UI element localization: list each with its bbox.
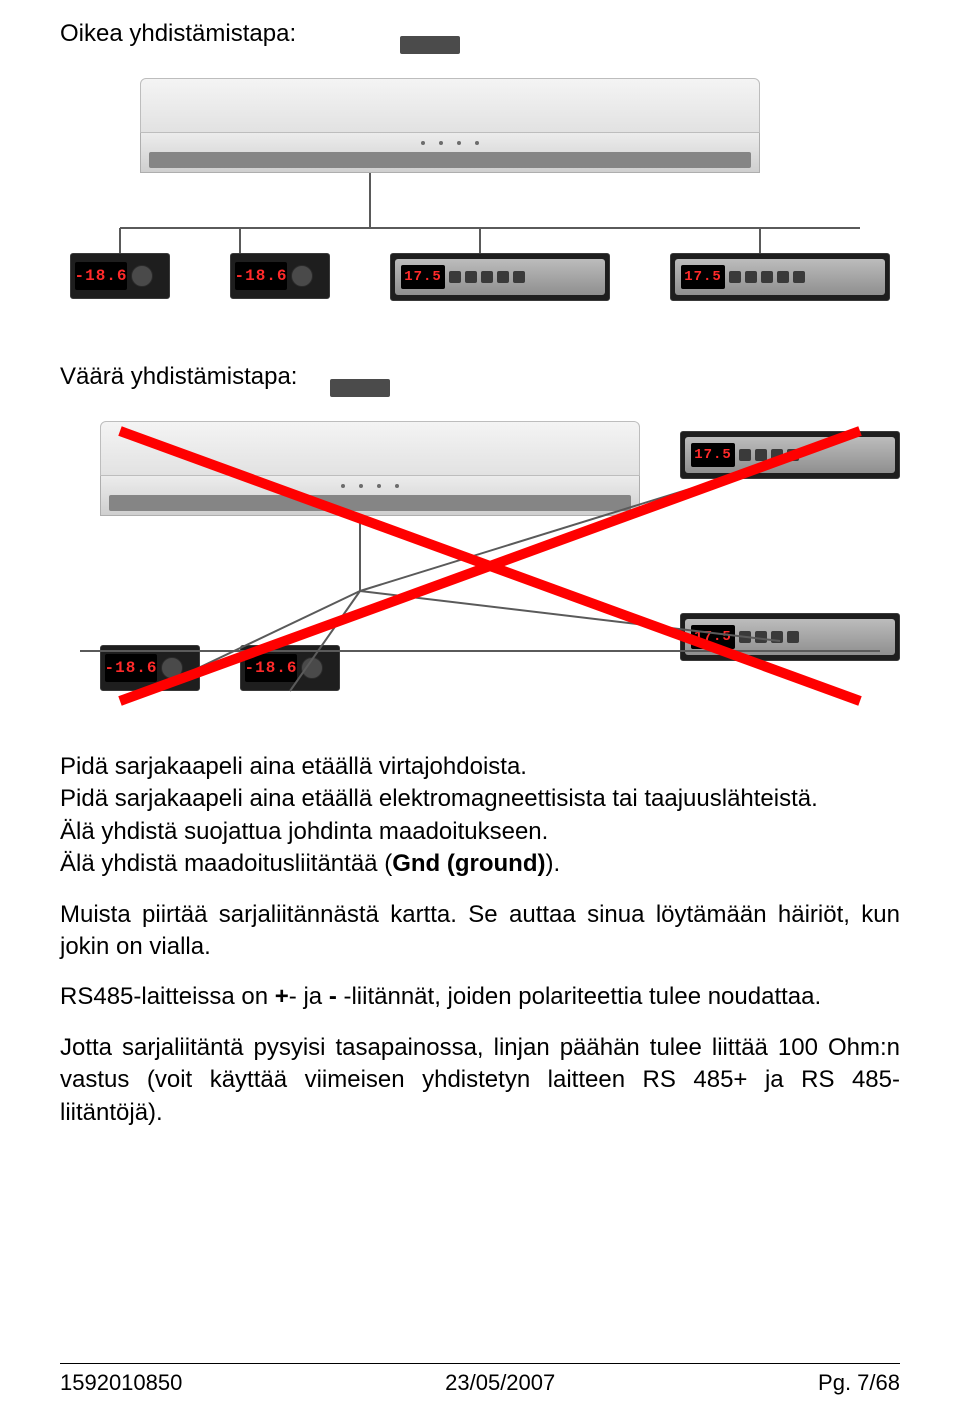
text: Älä yhdistä suojattua johdinta maadoituk… bbox=[60, 818, 548, 845]
display-icon: -18.6 bbox=[75, 262, 127, 290]
button-icon bbox=[449, 271, 461, 283]
button-icon bbox=[755, 449, 767, 461]
heading-wrong: Väärä yhdistämistapa: bbox=[60, 363, 900, 391]
controller-small: -18.6 bbox=[240, 645, 340, 691]
button-icon bbox=[481, 271, 493, 283]
button-icon bbox=[755, 631, 767, 643]
paragraph: Jotta sarjaliitäntä pysyisi tasapainossa… bbox=[60, 1032, 900, 1129]
footer-divider bbox=[60, 1363, 900, 1364]
server-front bbox=[100, 476, 640, 516]
server-unit bbox=[100, 421, 640, 516]
text: -liitännät, joiden polariteettia tulee n… bbox=[337, 983, 821, 1010]
server-led-icon bbox=[341, 484, 399, 488]
controller-large: 17.5 bbox=[680, 431, 900, 479]
panel: 17.5 bbox=[675, 259, 885, 295]
panel: 17.5 bbox=[395, 259, 605, 295]
button-icon bbox=[787, 631, 799, 643]
paragraph: RS485-laitteissa on +- ja - -liitännät, … bbox=[60, 981, 900, 1013]
display-icon: -18.6 bbox=[105, 654, 157, 682]
display-icon: 17.5 bbox=[691, 625, 735, 649]
text: Älä yhdistä maadoitusliitäntää ( bbox=[60, 850, 392, 877]
button-icon bbox=[777, 271, 789, 283]
display-icon: 17.5 bbox=[691, 443, 735, 467]
button-icon bbox=[793, 271, 805, 283]
text: Pidä sarjakaapeli aina etäällä virtajohd… bbox=[60, 753, 527, 780]
controller-small: -18.6 bbox=[230, 253, 330, 299]
paragraph: Pidä sarjakaapeli aina etäällä virtajohd… bbox=[60, 751, 900, 881]
button-icon bbox=[497, 271, 509, 283]
diagram-correct: -18.6 -18.6 17.5 17.5 bbox=[60, 78, 900, 323]
knob-icon bbox=[301, 657, 323, 679]
text: RS485-laitteissa on bbox=[60, 983, 275, 1010]
server-front bbox=[140, 133, 760, 173]
button-icon bbox=[739, 631, 751, 643]
button-icon bbox=[465, 271, 477, 283]
text-bold: Gnd (ground) bbox=[392, 850, 545, 877]
button-icon bbox=[761, 271, 773, 283]
server-top bbox=[140, 78, 760, 133]
text-bold: - bbox=[329, 983, 337, 1010]
footer-center: 23/05/2007 bbox=[445, 1370, 555, 1396]
text: ). bbox=[545, 850, 560, 877]
button-icon bbox=[739, 449, 751, 461]
diagram-wrong: 17.5 17.5 -18.6 -18.6 bbox=[60, 421, 900, 711]
button-icon bbox=[787, 449, 799, 461]
display-icon: -18.6 bbox=[235, 262, 287, 290]
footer-right: Pg. 7/68 bbox=[818, 1370, 900, 1396]
server-led-icon bbox=[421, 141, 479, 145]
server-logo-icon bbox=[330, 379, 390, 397]
display-icon: -18.6 bbox=[245, 654, 297, 682]
server-top bbox=[100, 421, 640, 476]
controller-large: 17.5 bbox=[670, 253, 890, 301]
bus-area: -18.6 -18.6 17.5 17.5 bbox=[60, 173, 900, 323]
button-icon bbox=[513, 271, 525, 283]
controller-large: 17.5 bbox=[390, 253, 610, 301]
button-icon bbox=[771, 631, 783, 643]
footer: 1592010850 23/05/2007 Pg. 7/68 bbox=[60, 1370, 900, 1396]
paragraph: Muista piirtää sarjaliitännästä kartta. … bbox=[60, 899, 900, 964]
server-unit bbox=[140, 78, 760, 173]
server-logo-icon bbox=[400, 36, 460, 54]
server-strip bbox=[109, 495, 631, 511]
button-icon bbox=[771, 449, 783, 461]
display-icon: 17.5 bbox=[681, 265, 725, 289]
button-icon bbox=[745, 271, 757, 283]
button-icon bbox=[729, 271, 741, 283]
controller-small: -18.6 bbox=[100, 645, 200, 691]
text: Pidä sarjakaapeli aina etäällä elektroma… bbox=[60, 785, 818, 812]
controller-row: -18.6 -18.6 17.5 17.5 bbox=[60, 253, 900, 301]
heading-correct: Oikea yhdistämistapa: bbox=[60, 20, 900, 48]
footer-left: 1592010850 bbox=[60, 1370, 182, 1396]
text: - ja bbox=[289, 983, 329, 1010]
knob-icon bbox=[161, 657, 183, 679]
knob-icon bbox=[291, 265, 313, 287]
text-bold: + bbox=[275, 983, 289, 1010]
controller-large: 17.5 bbox=[680, 613, 900, 661]
server-strip bbox=[149, 152, 751, 168]
display-icon: 17.5 bbox=[401, 265, 445, 289]
panel: 17.5 bbox=[685, 619, 895, 655]
controller-small: -18.6 bbox=[70, 253, 170, 299]
knob-icon bbox=[131, 265, 153, 287]
panel: 17.5 bbox=[685, 437, 895, 473]
